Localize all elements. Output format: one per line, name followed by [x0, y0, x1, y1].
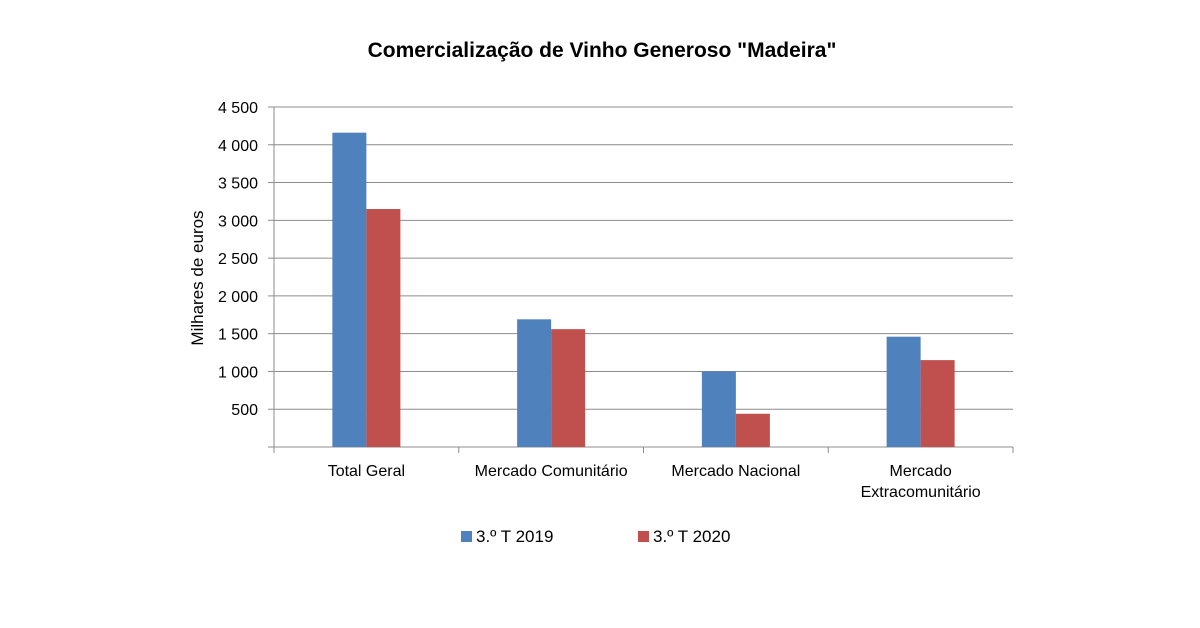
bars: [332, 132, 955, 447]
x-category-label: Mercado Nacional: [671, 463, 800, 480]
bar: [551, 329, 586, 447]
bar: [517, 319, 552, 447]
bar: [920, 360, 955, 447]
bar: [735, 413, 770, 447]
x-category-label: Mercado Comunitário: [475, 463, 628, 480]
y-tick-label: 2 000: [218, 289, 258, 306]
x-category-label: Mercado Extracomunitário: [861, 463, 981, 501]
bar: [332, 132, 367, 447]
legend-label: 3.º T 2019: [476, 527, 553, 546]
category-labels: Total Geral Mercado Comunitário Mercado Na…: [328, 463, 981, 501]
y-tick-label: 4 000: [218, 138, 258, 155]
legend-label: 3.º T 2020: [653, 527, 730, 546]
y-tick-label: 1 000: [218, 364, 258, 381]
legend-swatch: [638, 531, 649, 542]
bar: [701, 371, 736, 447]
y-tick-label: 3 500: [218, 176, 258, 193]
y-tick-label: 1 500: [218, 327, 258, 344]
y-axis-label: Milhares de euros: [188, 210, 207, 345]
legend: 3.º T 2019 3.º T 2020: [461, 527, 730, 546]
legend-swatch: [461, 531, 472, 542]
y-tick-label: 3 000: [218, 213, 258, 230]
y-tick-label: 2 500: [218, 251, 258, 268]
bar: [886, 336, 921, 447]
x-category-label: Total Geral: [328, 463, 405, 480]
bar: [366, 209, 401, 447]
chart-title: Comercialização de Vinho Generoso "Madei…: [368, 39, 837, 62]
y-tick-labels: 500 1 000 1 500 2 000 2 500 3 000 3 500 4 000 4 …: [218, 100, 258, 419]
y-tick-label: 500: [231, 402, 258, 419]
y-tick-label: 4 500: [218, 100, 258, 117]
